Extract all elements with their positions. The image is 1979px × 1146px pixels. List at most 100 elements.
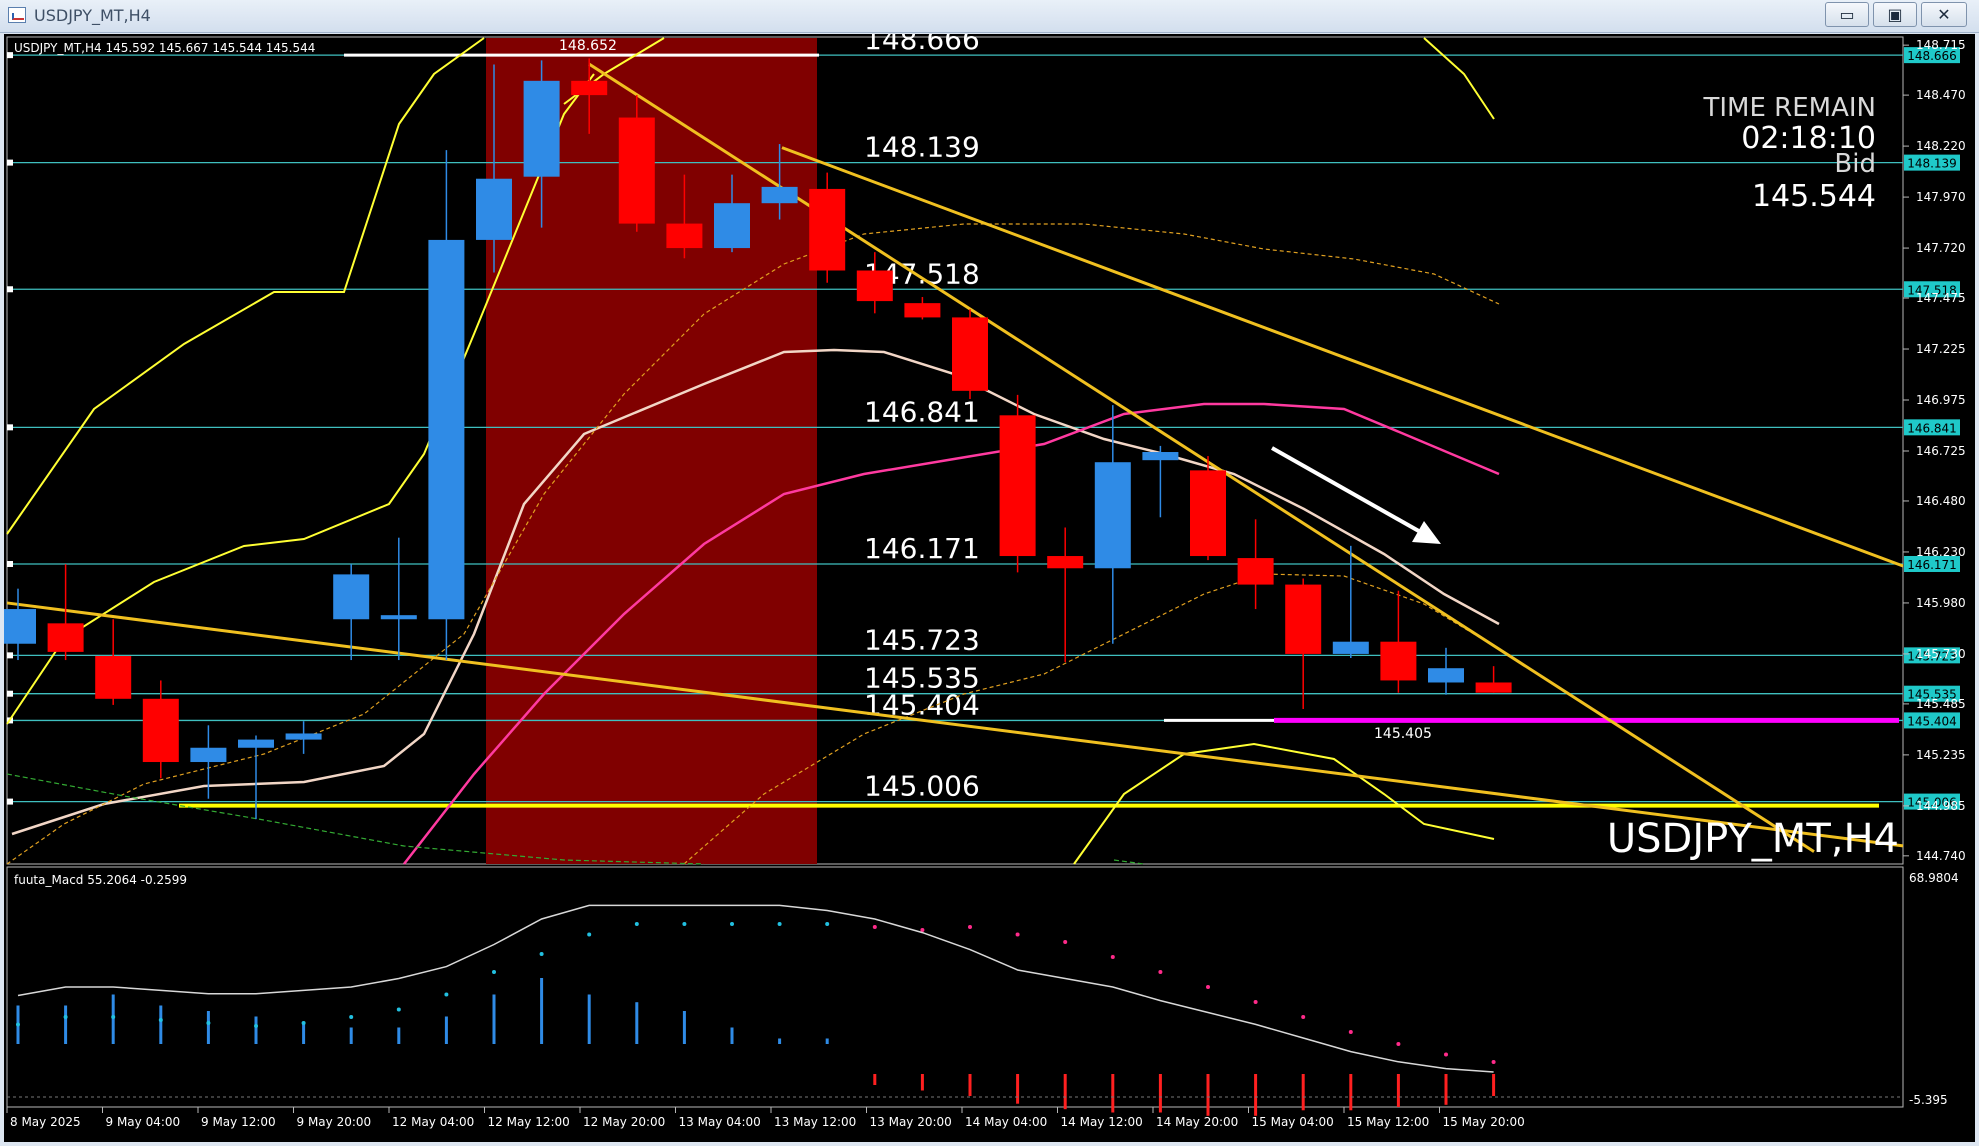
x-tick-label: 13 May 20:00 xyxy=(870,1115,952,1129)
chart-frame: 148.666 148.666 148.139 148.139 147.518 147.5… xyxy=(0,23,1975,1142)
trend-line-upper xyxy=(781,146,1904,568)
x-tick-label: 14 May 12:00 xyxy=(1061,1115,1143,1129)
macd-signal-dot xyxy=(63,1015,68,1019)
level-tag-bg xyxy=(1904,555,1960,572)
x-tick-label: 9 May 20:00 xyxy=(297,1115,372,1129)
macd-signal-dot xyxy=(349,1015,354,1019)
level-handle xyxy=(7,798,13,805)
chart-window-icon xyxy=(8,7,26,23)
y-tick-label: 145.980 xyxy=(1916,596,1966,610)
candle-body xyxy=(1428,668,1464,683)
macd-signal-dot xyxy=(492,970,496,974)
y-tick-label: 148.470 xyxy=(1916,88,1966,102)
x-tick-label: 8 May 2025 xyxy=(10,1115,81,1129)
macd-signal-dot xyxy=(825,922,830,926)
candle-body xyxy=(1475,682,1512,693)
macd-signal-dot xyxy=(1348,1030,1353,1034)
level-tag: 145.723 xyxy=(1907,649,1957,663)
candle-body xyxy=(476,178,512,240)
macd-signal-dot xyxy=(1491,1060,1496,1064)
minimize-button[interactable]: ▭ xyxy=(1825,2,1869,27)
level-label: 145.723 xyxy=(864,623,980,656)
macd-label: fuuta_Macd 55.2064 -0.2599 xyxy=(14,873,187,887)
time-remain-label: TIME REMAIN xyxy=(1702,93,1876,123)
candle-body xyxy=(285,733,322,740)
macd-signal-dot xyxy=(301,1021,306,1025)
price-panel xyxy=(6,36,1904,865)
window-title: USDJPY_MT,H4 xyxy=(34,6,151,25)
macd-signal-dot xyxy=(1396,1042,1401,1046)
close-button[interactable]: ✕ xyxy=(1921,2,1967,27)
candle-body xyxy=(95,655,132,699)
level-label: 146.171 xyxy=(864,532,980,565)
level-tag: 148.666 xyxy=(1907,49,1957,63)
x-tick-label: 15 May 20:00 xyxy=(1443,1115,1525,1129)
y-tick-label: 147.720 xyxy=(1916,241,1966,255)
candle-body xyxy=(999,415,1036,557)
candle-body xyxy=(1094,462,1131,569)
candle-body xyxy=(952,317,988,391)
candle-body xyxy=(666,223,703,249)
macd-signal-dot xyxy=(920,928,925,932)
candle-body xyxy=(714,203,750,249)
bid-value: 145.544 xyxy=(1752,179,1876,214)
macd-max-label: 68.9804 xyxy=(1909,871,1959,885)
level-handle xyxy=(7,424,13,431)
macd-signal-dot xyxy=(587,932,592,937)
level-tag-bg xyxy=(1904,154,1960,171)
level-tag-bg xyxy=(1904,685,1960,702)
level-tag-bg xyxy=(1904,647,1960,664)
macd-signal-dot xyxy=(254,1024,258,1028)
candle-body xyxy=(856,270,893,302)
level-tag: 146.841 xyxy=(1907,421,1957,435)
bid-label: Bid xyxy=(1834,149,1876,179)
x-tick-label: 9 May 12:00 xyxy=(201,1115,276,1129)
level-tag: 148.139 xyxy=(1907,157,1957,171)
macd-signal-dot xyxy=(682,922,687,926)
macd-min-label: -5.395 xyxy=(1909,1093,1948,1107)
ma-dotted-green xyxy=(6,773,705,865)
level-handle xyxy=(7,652,13,659)
macd-signal-dot xyxy=(1301,1015,1306,1019)
maximize-button[interactable]: ▣ xyxy=(1873,2,1917,27)
x-tick-label: 15 May 12:00 xyxy=(1347,1115,1429,1129)
x-tick-label: 14 May 20:00 xyxy=(1156,1115,1238,1129)
level-tag: 145.535 xyxy=(1907,688,1957,702)
lower-band-left xyxy=(6,73,595,725)
level-handle xyxy=(7,690,13,697)
level-handle xyxy=(7,159,13,166)
candle-body xyxy=(809,188,846,271)
level-tag: 147.518 xyxy=(1907,283,1957,297)
y-tick-label: 148.220 xyxy=(1916,139,1966,153)
macd-line xyxy=(17,904,1494,1073)
x-tick-label: 12 May 04:00 xyxy=(392,1115,474,1129)
level-label: 145.006 xyxy=(864,770,980,803)
level-label: 148.139 xyxy=(864,131,980,164)
candle-body xyxy=(523,80,560,177)
macd-signal-dot xyxy=(111,1015,116,1019)
y-tick-label: 147.225 xyxy=(1916,342,1966,356)
y-tick-label: 144.985 xyxy=(1916,799,1966,813)
level-tag-bg xyxy=(1904,419,1960,436)
upper-band-left xyxy=(6,37,485,535)
level-tag: 146.171 xyxy=(1907,558,1957,572)
title-bar: USDJPY_MT,H4 ▭ ▣ ✕ xyxy=(0,0,1979,33)
macd-signal-dot xyxy=(396,1007,401,1012)
candle-body xyxy=(1047,556,1084,569)
macd-signal-dot xyxy=(634,922,639,926)
lower-band-right xyxy=(1073,742,1495,865)
x-tick-label: 13 May 04:00 xyxy=(679,1115,761,1129)
macd-signal-dot xyxy=(206,1021,211,1025)
slow-ma xyxy=(403,402,1500,865)
x-tick-label: 12 May 20:00 xyxy=(583,1115,665,1129)
price-annotation: 145.405 xyxy=(1374,726,1432,742)
x-tick-label: 13 May 12:00 xyxy=(774,1115,856,1129)
trend-arrow-head xyxy=(1412,521,1441,544)
level-handle xyxy=(7,560,13,567)
level-handle xyxy=(7,286,13,293)
macd-signal-dot xyxy=(539,952,544,956)
macd-signal-dot xyxy=(1253,1000,1258,1004)
candle-body xyxy=(618,117,655,224)
